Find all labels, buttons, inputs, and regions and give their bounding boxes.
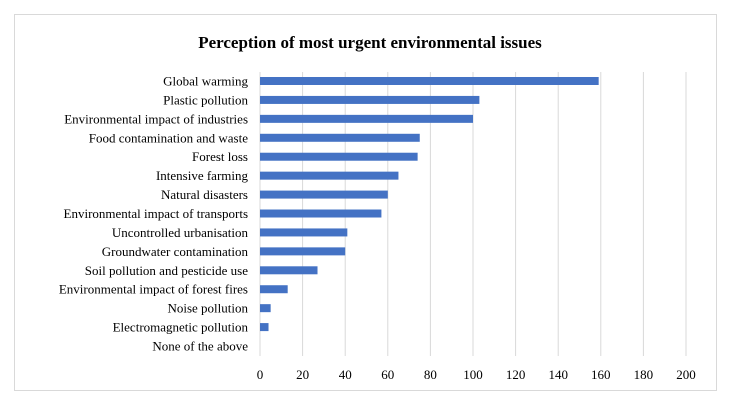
x-tick-label: 40 [339,367,352,382]
category-label: Natural disasters [161,187,248,202]
x-tick-label: 60 [381,367,394,382]
x-tick-label: 0 [257,367,264,382]
bar [260,152,418,161]
bar [260,190,388,199]
category-label: Soil pollution and pesticide use [85,263,248,278]
bar [260,266,318,275]
category-labels: Global warming Plastic pollution Environme… [59,74,249,354]
category-label: Food contamination and waste [89,130,248,145]
bar [260,228,348,237]
bar [260,171,399,180]
x-tick-label: 200 [676,367,696,382]
x-tick-label: 140 [548,367,568,382]
bar [260,247,346,256]
bar [260,285,288,294]
category-label: Intensive farming [156,168,249,183]
chart-frame [14,14,717,391]
category-label: Global warming [163,74,248,89]
x-tick-label: 20 [296,367,309,382]
category-label: Groundwater contamination [102,244,249,259]
x-axis-ticks: 0 20 40 60 80 100 120 140 160 180 200 [257,367,696,382]
category-label: Environmental impact of transports [64,206,248,221]
x-tick-label: 80 [424,367,437,382]
bar [260,209,382,218]
bar [260,133,420,142]
category-label: Environmental impact of industries [64,111,248,126]
x-tick-label: 180 [634,367,654,382]
x-tick-label: 100 [463,367,483,382]
bar [260,77,599,85]
x-tick-label: 120 [506,367,526,382]
bar [260,114,473,123]
chart-title: Perception of most urgent environmental … [198,33,542,52]
bar [260,95,480,104]
bars [260,77,599,332]
category-label: Environmental impact of forest fires [59,282,248,297]
category-label: Electromagnetic pollution [113,320,249,335]
category-label: Noise pollution [167,301,248,316]
bar [260,304,271,313]
category-label: None of the above [152,339,248,354]
bar [260,323,269,332]
category-label: Forest loss [192,149,248,164]
category-label: Uncontrolled urbanisation [112,225,249,240]
category-label: Plastic pollution [163,92,248,107]
x-tick-label: 160 [591,367,611,382]
